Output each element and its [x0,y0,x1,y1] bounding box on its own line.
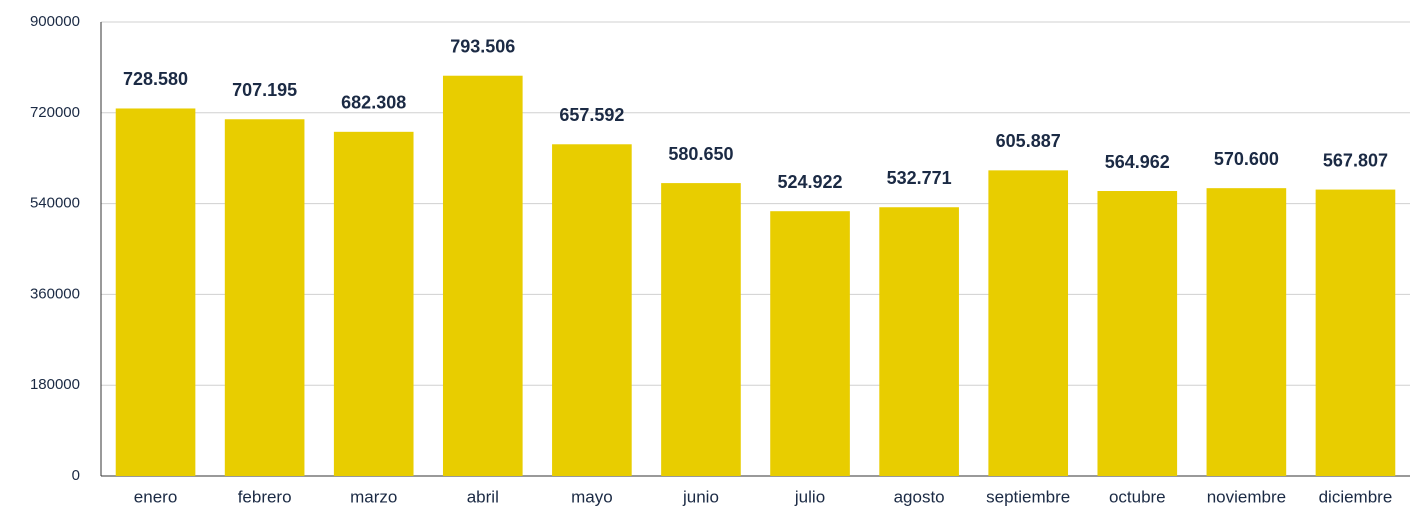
bar [879,207,959,476]
value-label: 793.506 [450,36,515,56]
y-tick-label: 900000 [30,13,80,30]
y-tick-label: 0 [72,467,80,484]
x-tick-label: septiembre [986,487,1070,506]
bar [661,183,741,476]
value-label: 567.807 [1323,150,1388,170]
value-label: 532.771 [887,168,952,188]
x-tick-label: octubre [1109,487,1166,506]
bar [224,119,305,477]
value-label: 580.650 [668,144,733,164]
bar [115,108,196,476]
y-tick-label: 360000 [30,285,80,302]
value-label: 707.195 [232,80,297,100]
bar [442,75,523,476]
value-label: 564.962 [1105,152,1170,172]
x-tick-label: diciembre [1319,487,1393,506]
value-label: 524.922 [778,172,843,192]
x-tick-label: agosto [894,487,945,506]
bar [1315,189,1396,476]
x-tick-label: febrero [238,487,292,506]
bar [1097,191,1178,476]
value-label: 728.580 [123,69,188,89]
x-tick-label: junio [682,487,719,506]
x-tick-label: marzo [350,487,397,506]
x-tick-label: mayo [571,487,613,506]
x-tick-label: julio [794,487,825,506]
y-tick-label: 720000 [30,104,80,121]
bar [988,170,1069,477]
value-label: 657.592 [559,105,624,125]
bar [333,131,414,476]
bar [552,144,632,476]
value-label: 682.308 [341,93,406,113]
y-tick-label: 540000 [30,195,80,212]
bar [1206,188,1287,476]
bar [770,211,850,477]
y-tick-label: 180000 [30,376,80,393]
x-tick-label: abril [467,487,499,506]
x-tick-label: noviembre [1207,487,1286,506]
value-label: 605.887 [996,131,1061,151]
value-label: 570.600 [1214,149,1279,169]
x-tick-label: enero [134,487,177,506]
